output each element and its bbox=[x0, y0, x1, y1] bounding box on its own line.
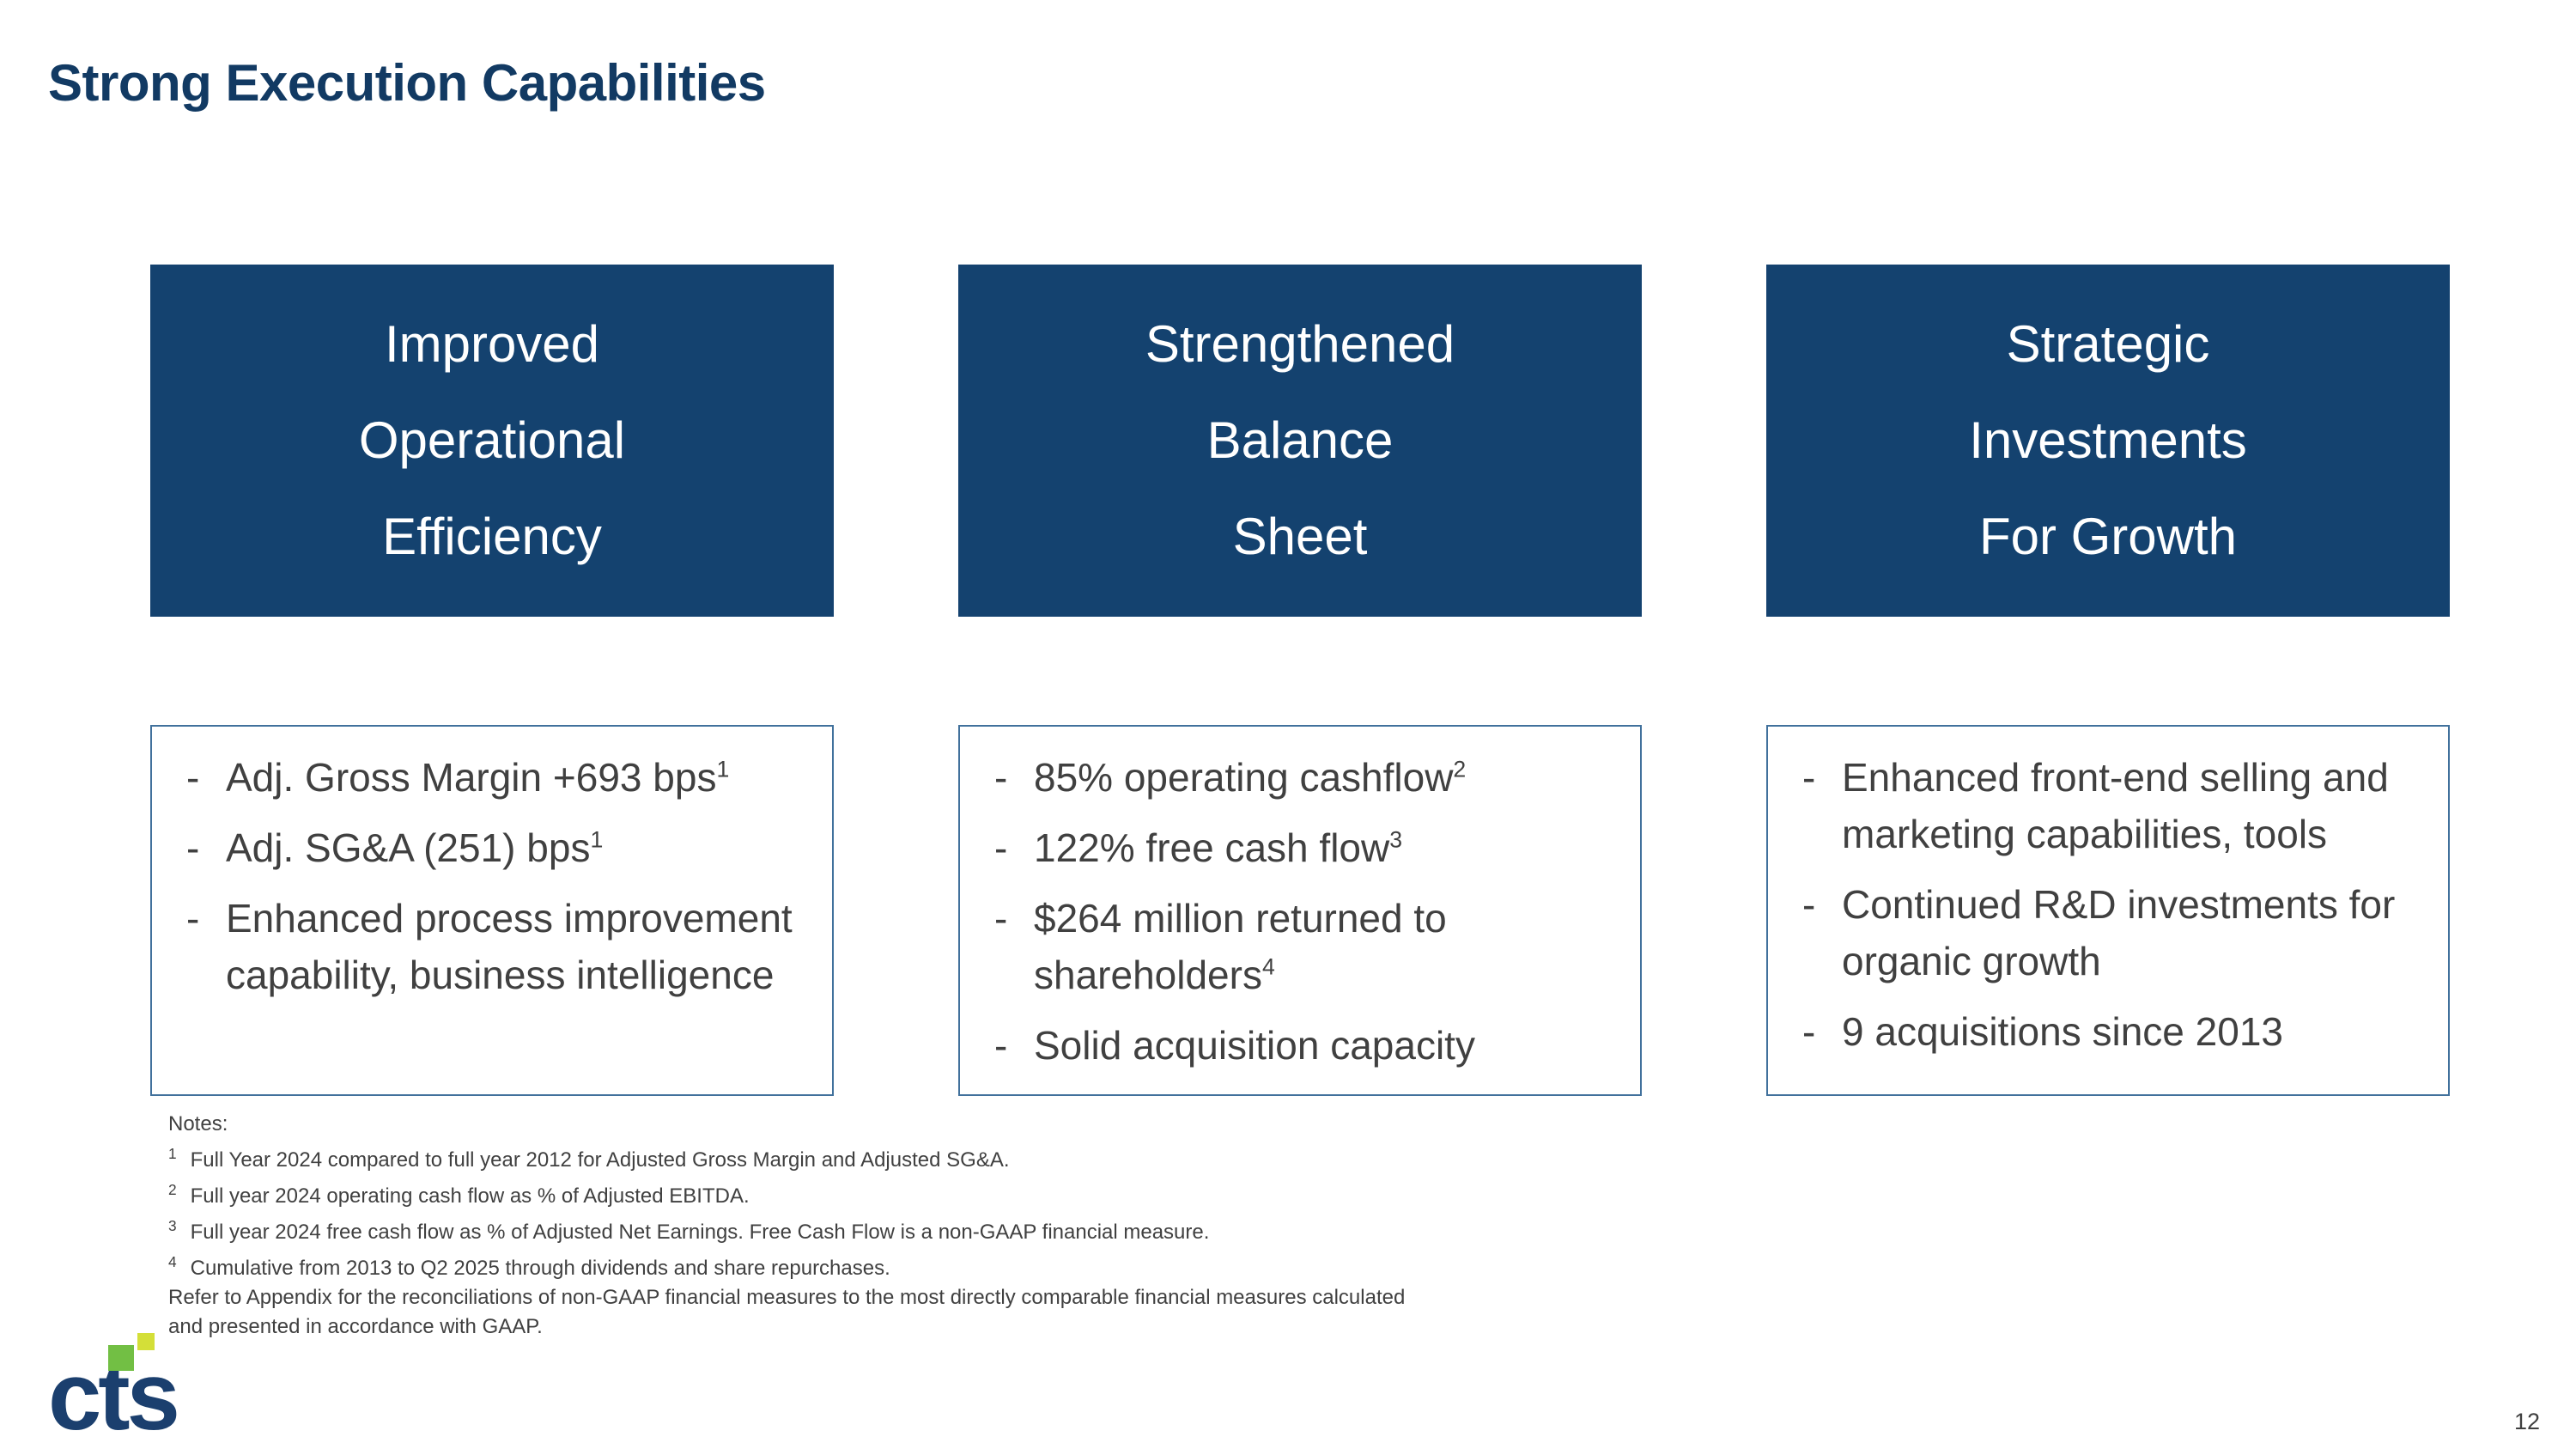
column-strategic-investments: Strategic Investments For Growth - Enhan… bbox=[1766, 265, 2450, 1096]
note-text: Full year 2024 free cash flow as % of Ad… bbox=[190, 1221, 1210, 1244]
note-superscript: 4 bbox=[168, 1253, 177, 1270]
header-line: Investments bbox=[1969, 411, 2247, 469]
note-superscript: 2 bbox=[168, 1181, 177, 1198]
header-box-strategic-investments: Strategic Investments For Growth bbox=[1766, 265, 2450, 617]
logo-yellow-square-icon bbox=[137, 1333, 155, 1350]
bullet-text: Adj. Gross Margin +693 bps1 bbox=[226, 755, 730, 800]
bullet-dash: - bbox=[186, 755, 200, 800]
bullet-text: Continued R&D investments for organic gr… bbox=[1842, 882, 2396, 983]
page-number: 12 bbox=[2513, 1409, 2540, 1434]
header-box-improved-operational-efficiency: Improved Operational Efficiency bbox=[150, 265, 834, 617]
slide-title: Strong Execution Capabilities bbox=[48, 54, 766, 113]
bullet-box-operational-efficiency: - Adj. Gross Margin +693 bps1 - Adj. SG&… bbox=[150, 725, 834, 1096]
bullet-text: $264 million returned to shareholders4 bbox=[1034, 896, 1447, 997]
header-line: For Growth bbox=[1978, 508, 2238, 565]
header-line: Improved bbox=[384, 315, 600, 373]
bullet-item: - Enhanced process improvement capabilit… bbox=[186, 890, 798, 1003]
bullet-item: - Adj. Gross Margin +693 bps1 bbox=[186, 749, 798, 806]
note-superscript: 3 bbox=[168, 1217, 177, 1234]
bullet-text: 9 acquisitions since 2013 bbox=[1842, 1009, 2283, 1054]
columns-container: Improved Operational Efficiency - Adj. G… bbox=[150, 265, 2450, 1096]
bullet-text: Enhanced front-end selling and marketing… bbox=[1842, 755, 2389, 856]
bullet-text: Enhanced process improvement capability,… bbox=[226, 896, 793, 997]
bullet-dash: - bbox=[1802, 1009, 1816, 1054]
bullet-text: Solid acquisition capacity bbox=[1034, 1023, 1475, 1068]
bullet-dash: - bbox=[1802, 755, 1816, 800]
header-line: Strengthened bbox=[1145, 315, 1455, 373]
note-superscript: 1 bbox=[168, 1145, 177, 1162]
bullet-text: Adj. SG&A (251) bps1 bbox=[226, 825, 604, 870]
note-text: Full year 2024 operating cash flow as % … bbox=[190, 1184, 750, 1208]
column-strengthened-balance-sheet: Strengthened Balance Sheet - 85% operati… bbox=[958, 265, 1642, 1096]
note-item: 4 Cumulative from 2013 to Q2 2025 through… bbox=[168, 1247, 1473, 1283]
header-line: Operational bbox=[358, 411, 626, 469]
header-line: Strategic bbox=[2006, 315, 2210, 373]
bullet-dash: - bbox=[186, 825, 200, 870]
header-line: Balance bbox=[1206, 411, 1394, 469]
bullet-text: 85% operating cashflow2 bbox=[1034, 755, 1467, 800]
bullet-item: - Continued R&D investments for organic … bbox=[1802, 876, 2414, 989]
note-item: 3 Full year 2024 free cash flow as % of A… bbox=[168, 1211, 1473, 1247]
header-box-strengthened-balance-sheet: Strengthened Balance Sheet bbox=[958, 265, 1642, 617]
bullet-dash: - bbox=[994, 755, 1008, 800]
header-line: Sheet bbox=[1232, 508, 1368, 565]
header-line: Efficiency bbox=[382, 508, 602, 565]
bullet-item: - Adj. SG&A (251) bps1 bbox=[186, 819, 798, 876]
bullet-superscript: 1 bbox=[590, 826, 604, 853]
bullet-dash: - bbox=[186, 896, 200, 941]
bullet-dash: - bbox=[994, 825, 1008, 870]
bullet-dash: - bbox=[994, 896, 1008, 941]
bullet-box-strategic-investments: - Enhanced front-end selling and marketi… bbox=[1766, 725, 2450, 1096]
notes-label: Notes: bbox=[168, 1112, 228, 1135]
logo-green-square-icon bbox=[108, 1345, 134, 1371]
note-text: Cumulative from 2013 to Q2 2025 through … bbox=[190, 1257, 890, 1280]
bullet-dash: - bbox=[1802, 882, 1816, 927]
bullet-superscript: 2 bbox=[1453, 756, 1467, 782]
note-text: Full Year 2024 compared to full year 201… bbox=[190, 1148, 1010, 1172]
bullet-superscript: 1 bbox=[716, 756, 730, 782]
bullet-item: - Enhanced front-end selling and marketi… bbox=[1802, 749, 2414, 862]
note-item: 1 Full Year 2024 compared to full year 20… bbox=[168, 1139, 1473, 1175]
bullet-text: 122% free cash flow3 bbox=[1034, 825, 1403, 870]
note-item: 2 Full year 2024 operating cash flow as %… bbox=[168, 1175, 1473, 1211]
bullet-superscript: 3 bbox=[1389, 826, 1403, 853]
bullet-superscript: 4 bbox=[1261, 953, 1275, 980]
bullet-dash: - bbox=[994, 1023, 1008, 1068]
column-improved-operational-efficiency: Improved Operational Efficiency - Adj. G… bbox=[150, 265, 834, 1096]
bullet-box-balance-sheet: - 85% operating cashflow2 - 122% free ca… bbox=[958, 725, 1642, 1096]
bullet-item: - Solid acquisition capacity bbox=[994, 1017, 1606, 1074]
notes-footer: Refer to Appendix for the reconciliation… bbox=[168, 1286, 1406, 1338]
bullet-item: - 9 acquisitions since 2013 bbox=[1802, 1003, 2414, 1060]
bullet-item: - $264 million returned to shareholders4 bbox=[994, 890, 1606, 1003]
bullet-item: - 122% free cash flow3 bbox=[994, 819, 1606, 876]
cts-logo: cts bbox=[48, 1333, 180, 1445]
notes-section: Notes: 1 Full Year 2024 compared to full … bbox=[168, 1110, 1473, 1342]
bullet-item: - 85% operating cashflow2 bbox=[994, 749, 1606, 806]
